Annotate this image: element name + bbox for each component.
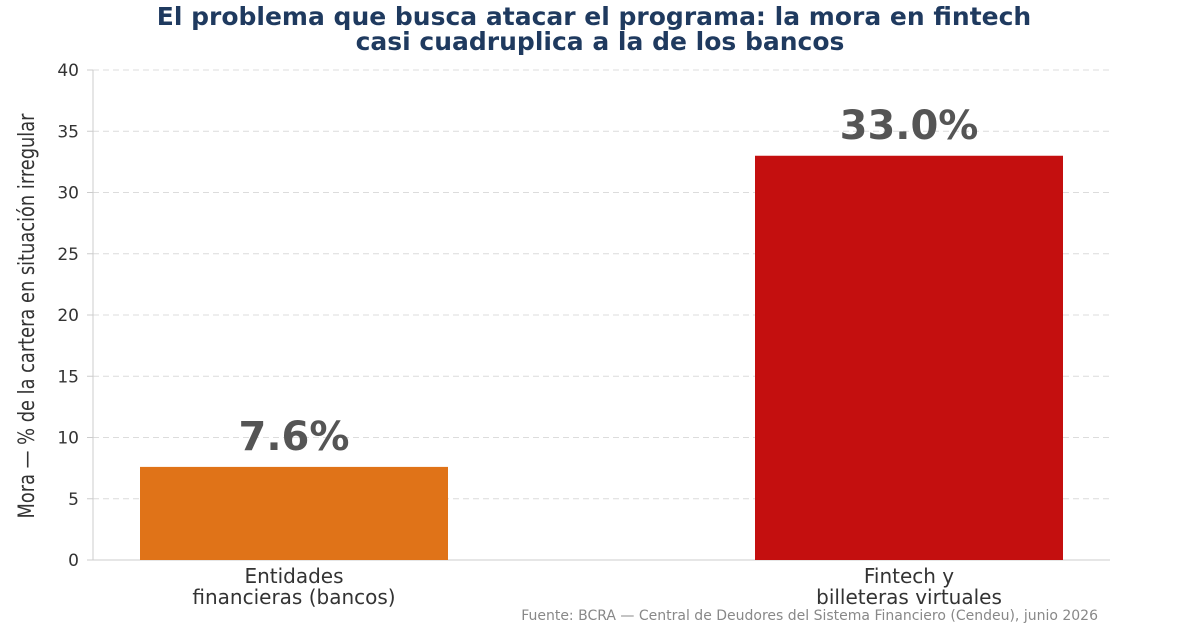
- bars: [140, 155, 1063, 560]
- bar: [140, 466, 448, 560]
- x-tick-label: billeteras virtuales: [816, 585, 1002, 609]
- data-label: 33.0%: [840, 103, 979, 149]
- x-tick-label: Entidades: [244, 564, 343, 588]
- y-tick-label: 0: [68, 551, 79, 571]
- y-tick-label: 5: [68, 490, 79, 510]
- bar: [755, 155, 1063, 560]
- x-tick-label: financieras (bancos): [192, 585, 395, 609]
- y-tick-label: 25: [57, 245, 79, 265]
- y-tick-label: 35: [57, 122, 79, 142]
- y-axis-label: Mora — % de la cartera en situación irre…: [15, 113, 40, 519]
- source-note: Fuente: BCRA — Central de Deudores del S…: [521, 608, 1098, 624]
- chart-title-line-1: El problema que busca atacar el programa…: [157, 2, 1031, 31]
- data-label: 7.6%: [239, 414, 350, 460]
- y-tick-label: 20: [57, 306, 79, 326]
- data-labels: 7.6% 33.0%: [239, 103, 979, 460]
- y-tick-label: 10: [57, 429, 79, 449]
- y-tick-label: 30: [57, 184, 79, 204]
- x-tick-label: Fintech y: [864, 564, 954, 588]
- y-tick-label: 15: [57, 367, 79, 387]
- y-tick-label: 40: [57, 61, 79, 81]
- chart-title-line-2: casi cuadruplica a la de los bancos: [356, 27, 845, 56]
